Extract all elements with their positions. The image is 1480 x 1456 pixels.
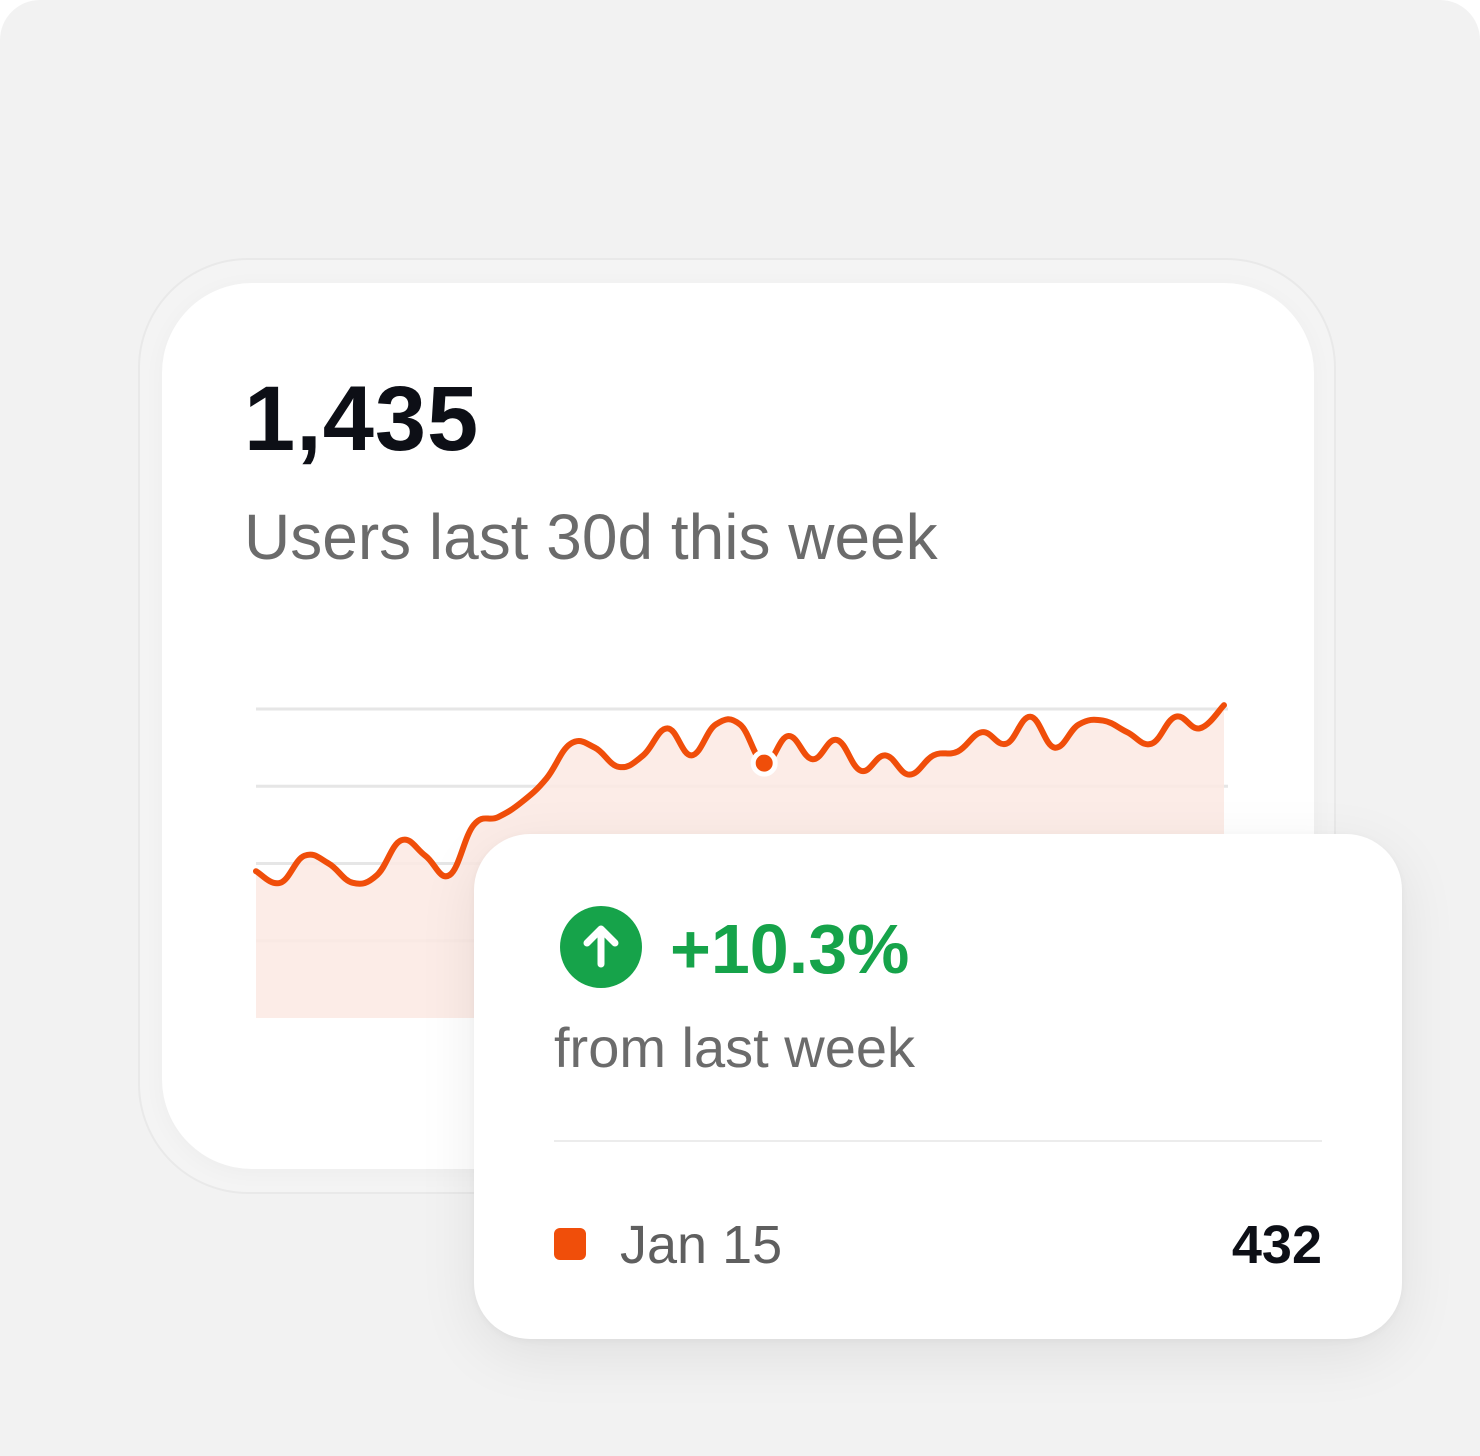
data-point[interactable] bbox=[664, 725, 670, 731]
data-point[interactable] bbox=[785, 733, 791, 739]
data-point[interactable] bbox=[1124, 729, 1130, 735]
highlight-point[interactable] bbox=[750, 749, 778, 777]
data-point[interactable] bbox=[495, 814, 501, 820]
data-point[interactable] bbox=[301, 853, 307, 859]
data-point[interactable] bbox=[447, 872, 453, 878]
data-point[interactable] bbox=[1173, 714, 1179, 720]
data-point[interactable] bbox=[616, 764, 622, 770]
data-point[interactable] bbox=[810, 756, 816, 762]
data-point[interactable] bbox=[592, 745, 598, 751]
data-point[interactable] bbox=[350, 880, 356, 886]
data-point[interactable] bbox=[374, 872, 380, 878]
data-point[interactable] bbox=[1197, 725, 1203, 731]
divider bbox=[554, 1140, 1322, 1142]
delta-caption: from last week bbox=[554, 1016, 915, 1079]
data-point[interactable] bbox=[640, 752, 646, 758]
metric-label: Users last 30d this week bbox=[244, 501, 938, 573]
data-point[interactable] bbox=[1100, 718, 1106, 724]
data-point[interactable] bbox=[422, 853, 428, 859]
data-point[interactable] bbox=[277, 880, 283, 886]
data-point[interactable] bbox=[882, 752, 888, 758]
chart-series-line bbox=[253, 702, 1227, 887]
tooltip-card: +10.3% from last week Jan 15 432 bbox=[474, 834, 1402, 1339]
data-point[interactable] bbox=[253, 868, 259, 874]
data-point[interactable] bbox=[1148, 741, 1154, 747]
data-point[interactable] bbox=[713, 721, 719, 727]
data-point[interactable] bbox=[858, 768, 864, 774]
data-point[interactable] bbox=[1221, 702, 1227, 708]
data-point[interactable] bbox=[398, 837, 404, 843]
data-point[interactable] bbox=[906, 772, 912, 778]
data-point[interactable] bbox=[689, 752, 695, 758]
data-point[interactable] bbox=[1027, 714, 1033, 720]
data-point[interactable] bbox=[737, 721, 743, 727]
data-point[interactable] bbox=[326, 861, 332, 867]
data-point[interactable] bbox=[955, 748, 961, 754]
delta-percentage: +10.3% bbox=[670, 910, 910, 988]
series-date-label: Jan 15 bbox=[620, 1215, 783, 1275]
series-value: 432 bbox=[1231, 1215, 1322, 1275]
metric-value: 1,435 bbox=[244, 368, 480, 470]
data-point[interactable] bbox=[543, 776, 549, 782]
data-point[interactable] bbox=[471, 822, 477, 828]
data-point[interactable] bbox=[931, 752, 937, 758]
data-point[interactable] bbox=[1076, 721, 1082, 727]
arrow-up-circle-icon bbox=[560, 906, 642, 988]
data-point[interactable] bbox=[834, 737, 840, 743]
series-color-swatch bbox=[554, 1228, 586, 1260]
data-point[interactable] bbox=[519, 799, 525, 805]
data-point[interactable] bbox=[1003, 741, 1009, 747]
data-point[interactable] bbox=[568, 741, 574, 747]
data-point[interactable] bbox=[1052, 745, 1058, 751]
data-point[interactable] bbox=[979, 729, 985, 735]
